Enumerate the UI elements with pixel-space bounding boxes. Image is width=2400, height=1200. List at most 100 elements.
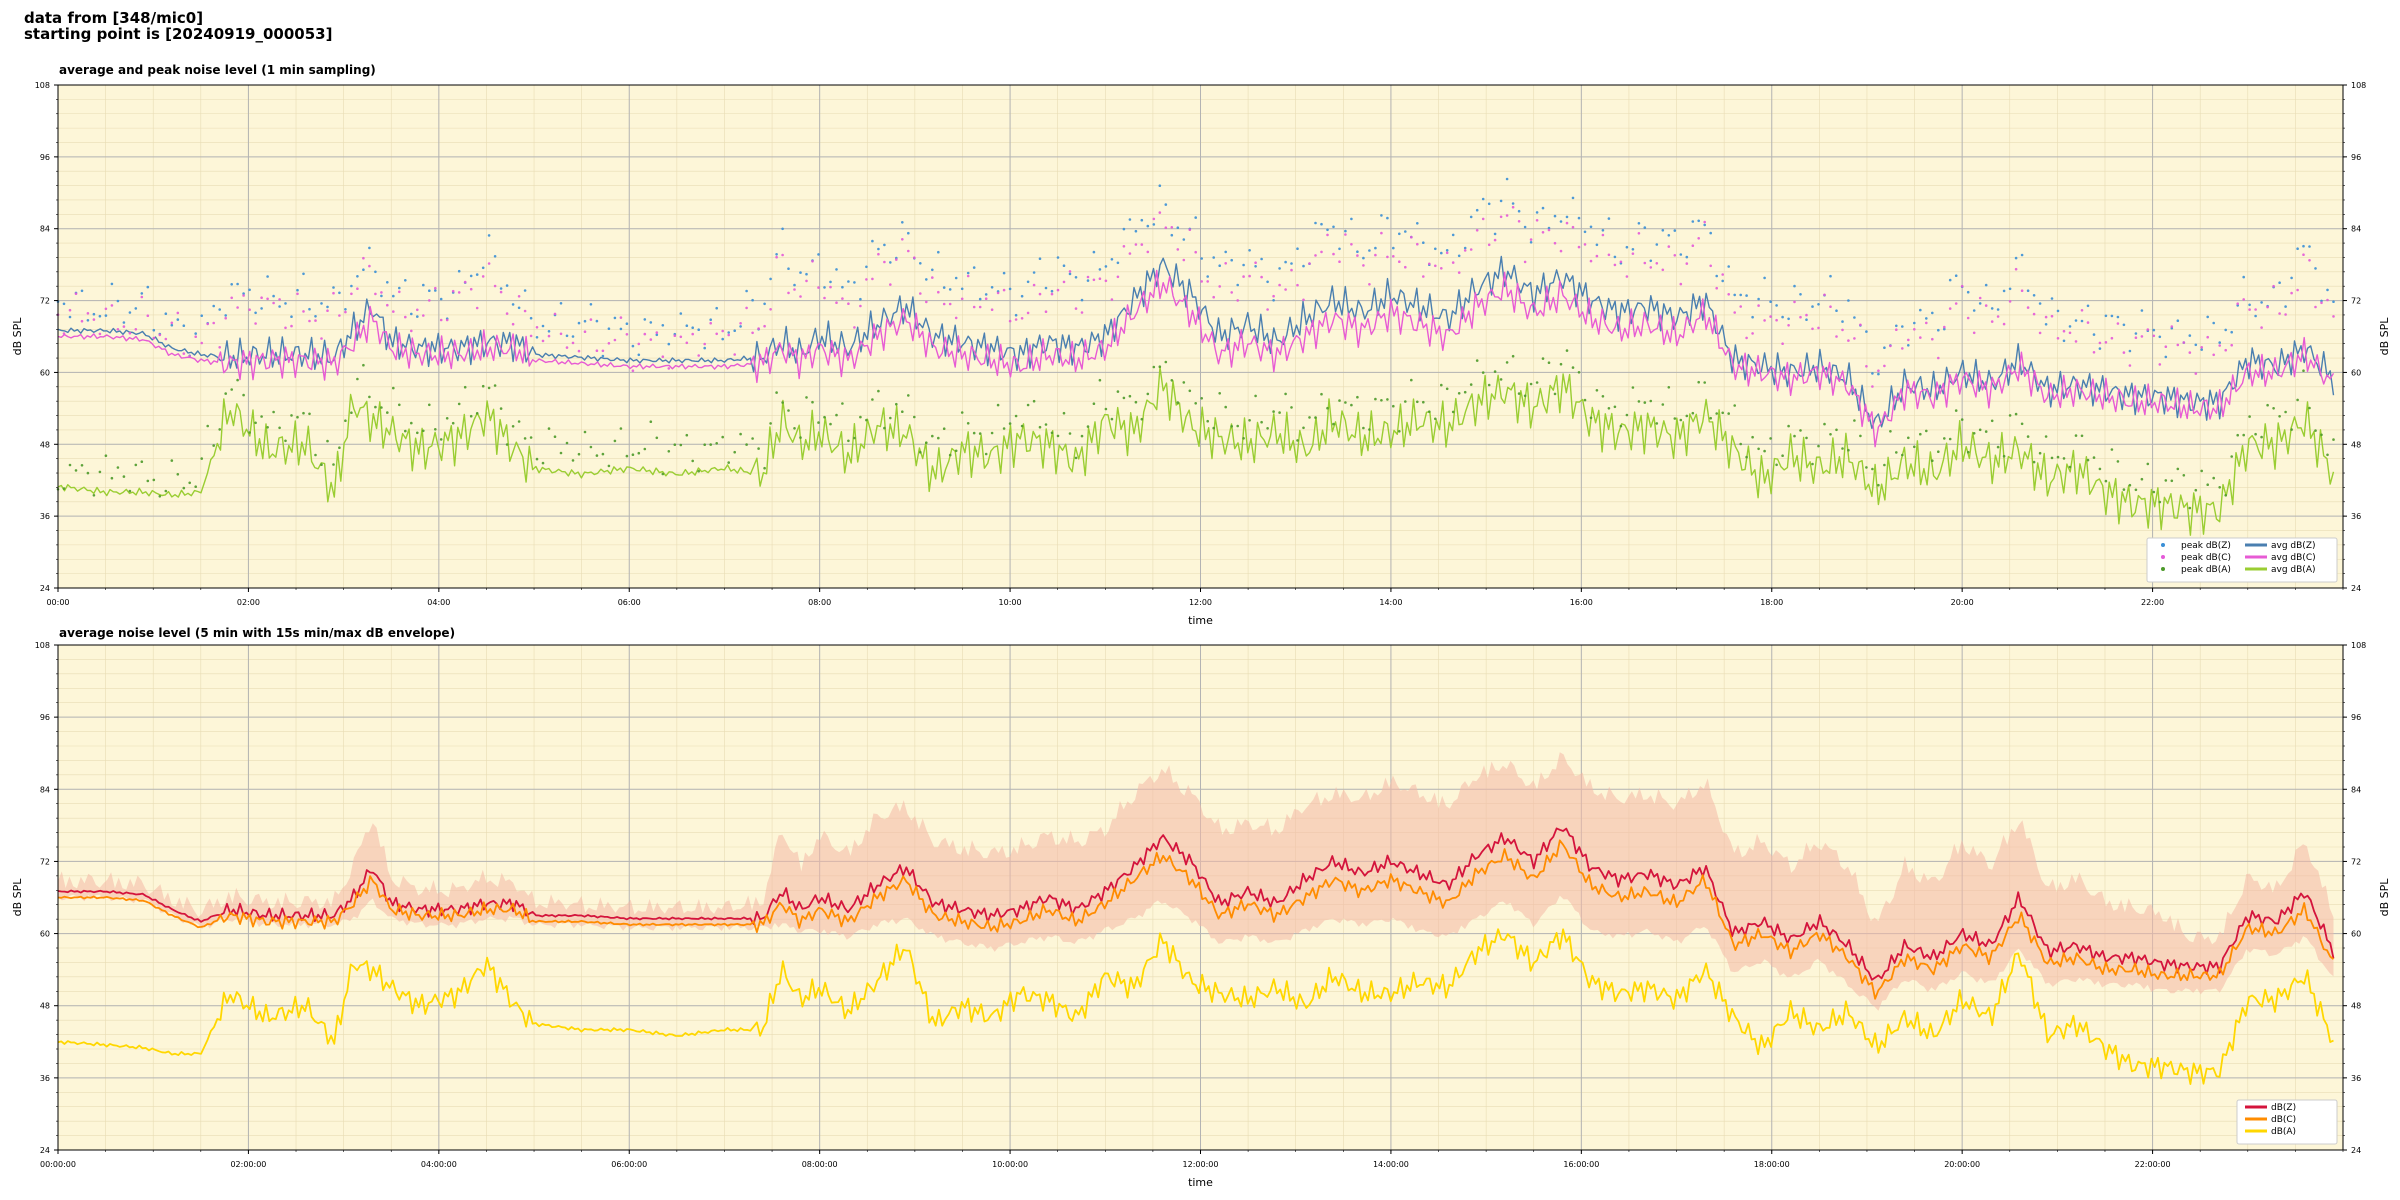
chart1-point-peak-db-z: [1595, 243, 1599, 247]
chart1-point-peak-db-a: [966, 422, 970, 425]
chart1-point-peak-db-a: [1200, 397, 1203, 400]
chart1-point-peak-db-c: [823, 296, 826, 300]
chart1-point-peak-db-c: [1236, 299, 1239, 302]
chart1-ytick-label: 60: [40, 368, 50, 377]
chart1-point-peak-db-a: [1871, 467, 1874, 471]
chart1-point-peak-db-c: [565, 346, 569, 349]
chart1-point-peak-db-c: [445, 318, 449, 322]
chart1-point-peak-db-z: [1338, 247, 1341, 251]
chart1-point-peak-db-z: [1020, 294, 1024, 298]
chart1-point-peak-db-a: [1440, 383, 1443, 387]
chart1-point-peak-db-z: [1649, 259, 1653, 263]
chart1-point-peak-db-c: [637, 342, 641, 346]
chart1-point-peak-db-c: [1595, 254, 1599, 258]
chart1-point-peak-db-a: [727, 461, 730, 464]
chart1-point-peak-db-a: [817, 421, 820, 424]
chart1-point-peak-db-c: [595, 349, 599, 353]
chart1-point-peak-db-a: [2038, 451, 2042, 455]
chart1-point-peak-db-a: [1074, 456, 1078, 460]
chart1-point-peak-db-a: [901, 410, 904, 414]
chart1-point-peak-db-a: [691, 459, 694, 463]
chart1-point-peak-db-a: [206, 424, 209, 428]
chart1-point-peak-db-c: [781, 253, 784, 257]
chart1-point-peak-db-z: [1440, 251, 1443, 255]
chart1-ytick-label-right: 108: [2351, 81, 2366, 90]
chart1-point-peak-db-z: [2044, 323, 2048, 326]
chart1-point-peak-db-c: [1062, 280, 1066, 284]
chart1-point-peak-db-a: [1835, 428, 1838, 432]
chart1-point-peak-db-z: [1913, 321, 1916, 325]
chart1-point-peak-db-z: [607, 327, 611, 331]
chart1-point-peak-db-z: [925, 278, 928, 281]
chart2-xtick-label: 04:00:00: [421, 1160, 457, 1169]
chart1-point-peak-db-c: [865, 278, 868, 281]
chart1-point-peak-db-c: [577, 349, 581, 353]
chart1-point-peak-db-z: [290, 315, 293, 319]
chart1-point-peak-db-c: [1553, 241, 1557, 245]
chart1-point-peak-db-z: [1044, 286, 1048, 290]
chart1-point-peak-db-a: [2074, 434, 2078, 437]
chart1-point-peak-db-a: [523, 437, 527, 440]
chart1-point-peak-db-z: [1625, 245, 1629, 249]
chart1-ylabel: dB SPL: [11, 317, 24, 356]
chart1-point-peak-db-a: [1499, 378, 1503, 381]
chart1-point-peak-db-a: [1416, 400, 1419, 404]
chart1-xtick-label: 20:00: [1951, 598, 1974, 607]
chart1-point-peak-db-a: [1326, 406, 1329, 410]
chart1-point-peak-db-z: [1392, 246, 1395, 250]
chart1-point-peak-db-a: [74, 469, 78, 472]
chart1-point-peak-db-a: [1080, 434, 1084, 438]
chart1-point-peak-db-c: [80, 319, 84, 323]
chart1-point-peak-db-a: [170, 459, 174, 462]
chart1-point-peak-db-z: [1182, 238, 1186, 241]
chart1-point-peak-db-z: [1511, 202, 1515, 205]
chart1-point-peak-db-c: [787, 291, 790, 295]
chart1-point-peak-db-c: [1170, 226, 1174, 229]
chart1-point-peak-db-z: [1583, 230, 1587, 234]
chart1-point-peak-db-c: [1344, 233, 1347, 236]
chart2-legend-box: [2236, 1099, 2338, 1145]
chart1-point-peak-db-c: [1410, 235, 1413, 239]
chart1-point-peak-db-z: [2152, 328, 2156, 332]
chart1-point-peak-db-a: [1697, 380, 1700, 384]
chart1-point-peak-db-c: [649, 338, 653, 341]
chart1-point-peak-db-z: [2086, 304, 2090, 308]
chart1-point-peak-db-z: [595, 319, 599, 323]
chart1-point-peak-db-a: [2296, 398, 2299, 402]
chart1-point-peak-db-a: [1236, 424, 1239, 428]
chart1-point-peak-db-c: [1649, 266, 1653, 269]
chart1-point-peak-db-z: [1607, 217, 1611, 220]
chart1-point-peak-db-c: [1242, 275, 1245, 278]
chart1-point-peak-db-z: [242, 292, 245, 295]
chart1-point-peak-db-a: [1020, 424, 1024, 428]
chart1-point-peak-db-z: [1236, 283, 1239, 287]
chart1-point-peak-db-a: [1212, 426, 1215, 430]
chart1-point-peak-db-c: [1296, 283, 1299, 287]
chart1-point-peak-db-z: [1685, 255, 1689, 259]
chart1-point-peak-db-z: [685, 324, 689, 328]
chart1-point-peak-db-z: [1056, 256, 1060, 259]
chart1-point-peak-db-c: [104, 307, 108, 311]
chart1-point-peak-db-a: [2020, 422, 2024, 426]
chart1-point-peak-db-c: [2152, 334, 2156, 338]
chart1-point-peak-db-a: [805, 396, 808, 399]
chart1-point-peak-db-z: [1104, 265, 1108, 268]
chart1-point-peak-db-c: [1733, 311, 1736, 314]
chart1-point-peak-db-c: [1068, 270, 1072, 273]
chart1-point-peak-db-z: [1356, 250, 1359, 253]
chart2-ytick-label-right: 48: [2351, 1002, 2361, 1011]
chart1-point-peak-db-c: [1445, 251, 1449, 255]
chart1-point-peak-db-c: [1038, 292, 1042, 296]
chart1-point-peak-db-c: [1529, 238, 1533, 241]
chart1-point-peak-db-z: [631, 344, 635, 348]
chart1-xtick-label: 00:00: [46, 598, 69, 607]
chart1-point-peak-db-c: [404, 315, 407, 319]
chart1-point-peak-db-z: [733, 329, 736, 333]
chart1-point-peak-db-c: [1164, 226, 1168, 229]
chart1-point-peak-db-c: [2056, 337, 2060, 340]
chart1-point-peak-db-z: [919, 262, 922, 265]
chart1-point-peak-db-z: [1457, 254, 1461, 258]
chart1-point-peak-db-c: [1290, 268, 1293, 272]
chart1-point-peak-db-z: [1098, 268, 1102, 271]
chart1-point-peak-db-c: [188, 355, 191, 358]
